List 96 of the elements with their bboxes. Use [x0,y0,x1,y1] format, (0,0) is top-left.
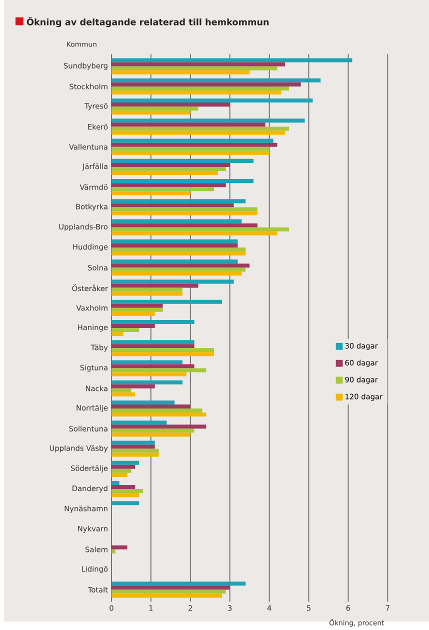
bar [111,489,143,494]
bar [111,364,194,368]
bar [111,384,155,388]
bar [111,66,278,70]
bar [111,191,190,196]
bar [111,82,301,86]
bar [111,444,155,449]
bar [111,324,155,328]
bar [111,78,321,82]
bar [111,118,305,123]
bar [111,464,136,469]
bar [111,594,222,598]
bar [111,110,190,115]
bar [111,312,155,316]
bar [111,360,182,364]
bar [111,211,258,216]
bar [111,586,230,590]
bar [111,268,246,272]
bar [111,90,282,95]
bar [111,452,159,457]
bar [111,272,242,276]
bar [111,352,214,356]
bar [111,493,140,498]
bar [111,440,155,445]
bar [111,448,159,453]
bar [111,460,140,465]
bar [111,501,140,506]
bar [111,468,132,473]
bar [111,130,286,135]
chart-title: Ökning av deltagande relaterad till hemkommun [26,17,269,28]
bar [111,590,226,594]
bar [111,484,136,490]
bar [111,582,246,586]
bar [111,344,194,348]
bar [111,408,202,413]
bar [111,392,136,396]
bar [111,420,167,425]
bar [111,106,198,111]
bar [111,428,194,433]
bar [111,170,218,176]
bar [111,86,289,90]
bar [111,102,230,107]
bar [111,126,289,131]
bar [111,122,266,127]
bar [111,280,234,284]
bar [111,243,238,248]
bar [111,199,246,204]
bar [111,368,206,372]
bar [111,308,163,312]
bar [111,292,182,296]
bar [111,58,352,62]
bar [111,320,194,324]
bar [111,549,116,554]
bar [111,227,289,232]
bar [111,480,120,485]
bar [111,183,226,188]
bar [111,138,274,143]
bar [111,146,270,151]
bar [111,284,198,288]
bar [111,70,250,74]
bar [111,150,270,155]
bar [111,348,214,352]
bar [111,264,250,268]
bar [111,372,186,376]
bar [111,380,182,384]
bar [111,219,242,224]
bar [111,288,182,292]
bar [111,404,190,409]
bar [111,252,246,256]
bar [111,231,278,236]
bar [111,239,238,244]
bar [111,203,234,208]
bar [111,162,230,167]
bar [111,300,222,304]
bar [111,223,258,228]
bar [111,304,163,308]
bar [111,98,313,103]
bar [111,412,206,417]
bar [111,388,132,392]
bar [111,424,206,429]
bar [111,142,278,147]
bar [111,187,214,192]
bar [111,472,128,477]
bar [111,332,124,336]
bar [111,247,246,252]
bar [111,340,194,344]
bar [111,432,190,437]
bar [111,260,238,264]
bar [111,62,286,66]
bar [111,158,254,163]
bar [111,207,258,212]
bar [111,328,140,332]
bar [111,545,128,550]
bar [111,166,226,171]
bar [111,400,175,404]
bar [111,179,254,184]
